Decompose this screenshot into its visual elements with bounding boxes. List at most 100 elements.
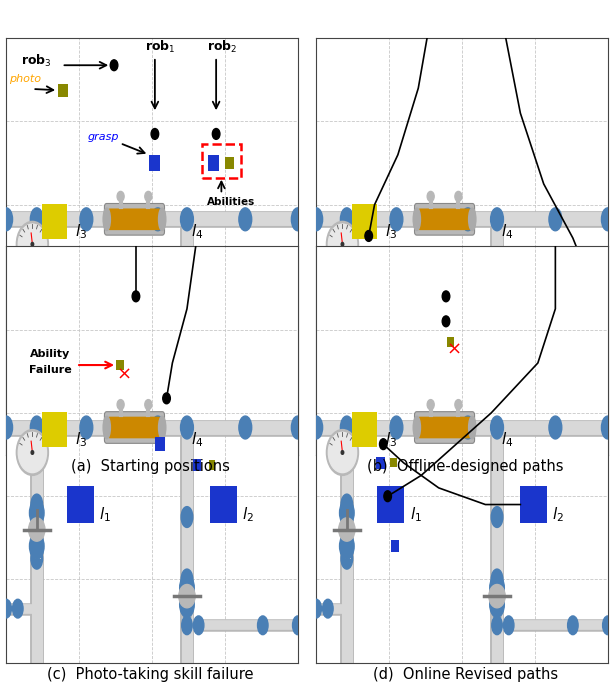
Circle shape — [442, 316, 450, 327]
Bar — [68, 278, 94, 315]
Text: $l_3$: $l_3$ — [75, 431, 87, 449]
Bar — [42, 204, 67, 239]
Ellipse shape — [310, 208, 322, 231]
Circle shape — [18, 224, 47, 264]
FancyBboxPatch shape — [414, 203, 475, 235]
Ellipse shape — [341, 548, 352, 569]
Ellipse shape — [602, 416, 614, 439]
Ellipse shape — [12, 600, 23, 618]
Ellipse shape — [103, 416, 111, 439]
Ellipse shape — [31, 494, 42, 515]
Ellipse shape — [180, 383, 194, 409]
Ellipse shape — [1, 391, 12, 409]
Ellipse shape — [239, 416, 252, 439]
Ellipse shape — [31, 286, 42, 307]
Ellipse shape — [181, 416, 193, 439]
Text: $l_4$: $l_4$ — [502, 223, 514, 241]
Circle shape — [212, 128, 220, 139]
Circle shape — [17, 430, 49, 475]
Text: $l_1$: $l_1$ — [410, 298, 421, 316]
Text: $l_3$: $l_3$ — [385, 431, 397, 449]
Ellipse shape — [322, 600, 333, 618]
Circle shape — [117, 400, 124, 409]
Circle shape — [328, 224, 357, 264]
Circle shape — [327, 430, 359, 475]
FancyBboxPatch shape — [104, 203, 165, 235]
Text: $l_4$: $l_4$ — [502, 431, 514, 449]
Circle shape — [29, 310, 45, 333]
Bar — [376, 457, 385, 469]
Text: $l_1$: $l_1$ — [99, 298, 111, 316]
Circle shape — [379, 439, 387, 450]
FancyBboxPatch shape — [419, 208, 470, 230]
Bar — [116, 359, 123, 371]
Ellipse shape — [413, 208, 421, 230]
Bar — [378, 278, 404, 315]
Ellipse shape — [257, 408, 268, 427]
Ellipse shape — [341, 494, 352, 515]
Ellipse shape — [491, 361, 503, 382]
Ellipse shape — [549, 208, 562, 231]
Ellipse shape — [341, 226, 352, 246]
Circle shape — [427, 192, 434, 201]
FancyBboxPatch shape — [419, 416, 470, 439]
Ellipse shape — [239, 208, 252, 231]
FancyBboxPatch shape — [104, 412, 165, 443]
Text: $l_2$: $l_2$ — [243, 506, 254, 524]
Circle shape — [179, 584, 195, 608]
Bar — [521, 278, 546, 315]
Circle shape — [31, 450, 34, 455]
Ellipse shape — [390, 416, 403, 439]
FancyBboxPatch shape — [414, 412, 475, 443]
Ellipse shape — [181, 507, 193, 527]
Circle shape — [29, 518, 45, 541]
Circle shape — [384, 491, 392, 502]
Ellipse shape — [29, 533, 44, 559]
Text: Abilities: Abilities — [208, 196, 255, 207]
Ellipse shape — [292, 616, 303, 634]
Circle shape — [132, 291, 140, 302]
Ellipse shape — [340, 416, 353, 439]
Circle shape — [341, 242, 344, 246]
Circle shape — [151, 128, 158, 139]
Ellipse shape — [12, 391, 23, 409]
Bar — [378, 486, 404, 523]
Ellipse shape — [103, 208, 111, 230]
Circle shape — [17, 221, 49, 267]
Text: $l_2$: $l_2$ — [553, 506, 564, 524]
Text: photo: photo — [9, 74, 41, 84]
Circle shape — [145, 192, 152, 201]
Ellipse shape — [341, 286, 352, 307]
Ellipse shape — [340, 208, 353, 231]
Ellipse shape — [292, 416, 304, 439]
Ellipse shape — [152, 416, 164, 439]
Text: $l_3$: $l_3$ — [75, 223, 87, 241]
Bar — [391, 458, 397, 468]
Ellipse shape — [158, 208, 166, 230]
FancyBboxPatch shape — [109, 208, 160, 230]
Ellipse shape — [490, 383, 504, 409]
Text: grasp: grasp — [88, 132, 119, 142]
Ellipse shape — [310, 416, 322, 439]
Ellipse shape — [30, 416, 43, 439]
Circle shape — [455, 192, 462, 201]
Text: $l_4$: $l_4$ — [192, 223, 204, 241]
Bar — [155, 437, 165, 451]
Text: (b)  Offline-designed paths: (b) Offline-designed paths — [367, 459, 564, 474]
Circle shape — [339, 518, 355, 541]
Ellipse shape — [80, 208, 93, 231]
Ellipse shape — [490, 591, 504, 618]
Ellipse shape — [468, 416, 476, 439]
Ellipse shape — [31, 548, 42, 569]
FancyBboxPatch shape — [109, 416, 160, 439]
Text: $l_2$: $l_2$ — [553, 298, 564, 316]
Ellipse shape — [182, 408, 192, 427]
Ellipse shape — [340, 533, 354, 559]
Ellipse shape — [180, 575, 194, 601]
Ellipse shape — [181, 569, 193, 590]
Circle shape — [339, 310, 355, 333]
Ellipse shape — [492, 616, 502, 634]
Ellipse shape — [602, 408, 613, 427]
Circle shape — [455, 400, 462, 409]
Text: Ability: Ability — [29, 348, 70, 359]
